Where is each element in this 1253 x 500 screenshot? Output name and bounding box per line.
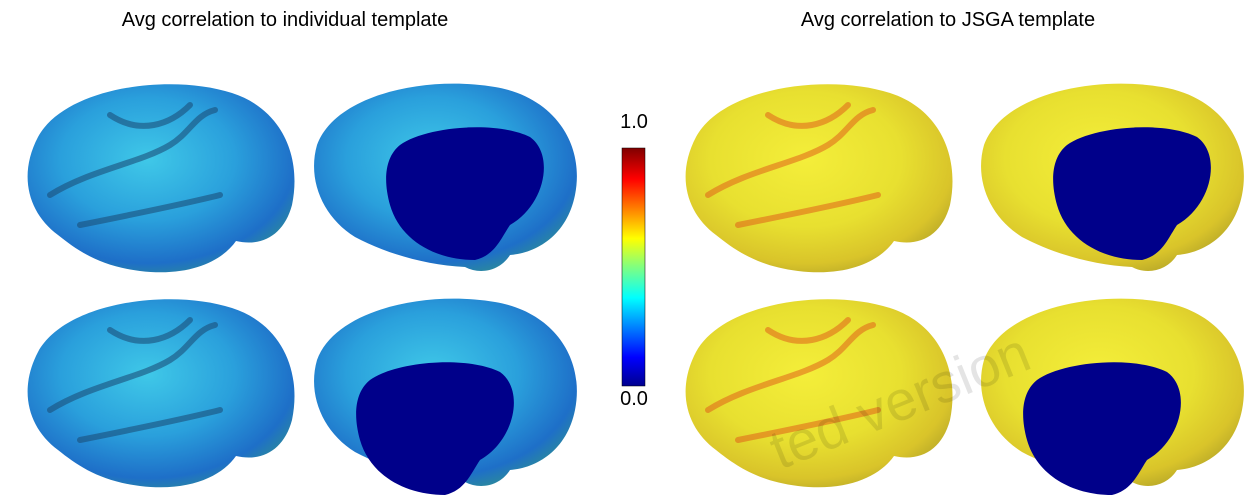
- page: Avg correlation to individual template A…: [0, 0, 1253, 500]
- figure: Avg correlation to individual template A…: [0, 0, 1253, 500]
- brain-medial: [314, 299, 577, 495]
- right-title: Avg correlation to JSGA template: [801, 9, 1095, 31]
- brain-medial: [981, 84, 1244, 271]
- colorbar: [622, 148, 645, 386]
- left-title: Avg correlation to individual template: [122, 9, 448, 31]
- brain-medial: [314, 84, 577, 271]
- brain-lateral: [28, 299, 295, 487]
- brain-medial: [981, 299, 1244, 495]
- brain-lateral: [686, 84, 953, 272]
- colorbar-max: 1.0: [620, 111, 648, 133]
- brain-lateral: [28, 84, 295, 272]
- colorbar-min: 0.0: [620, 388, 648, 410]
